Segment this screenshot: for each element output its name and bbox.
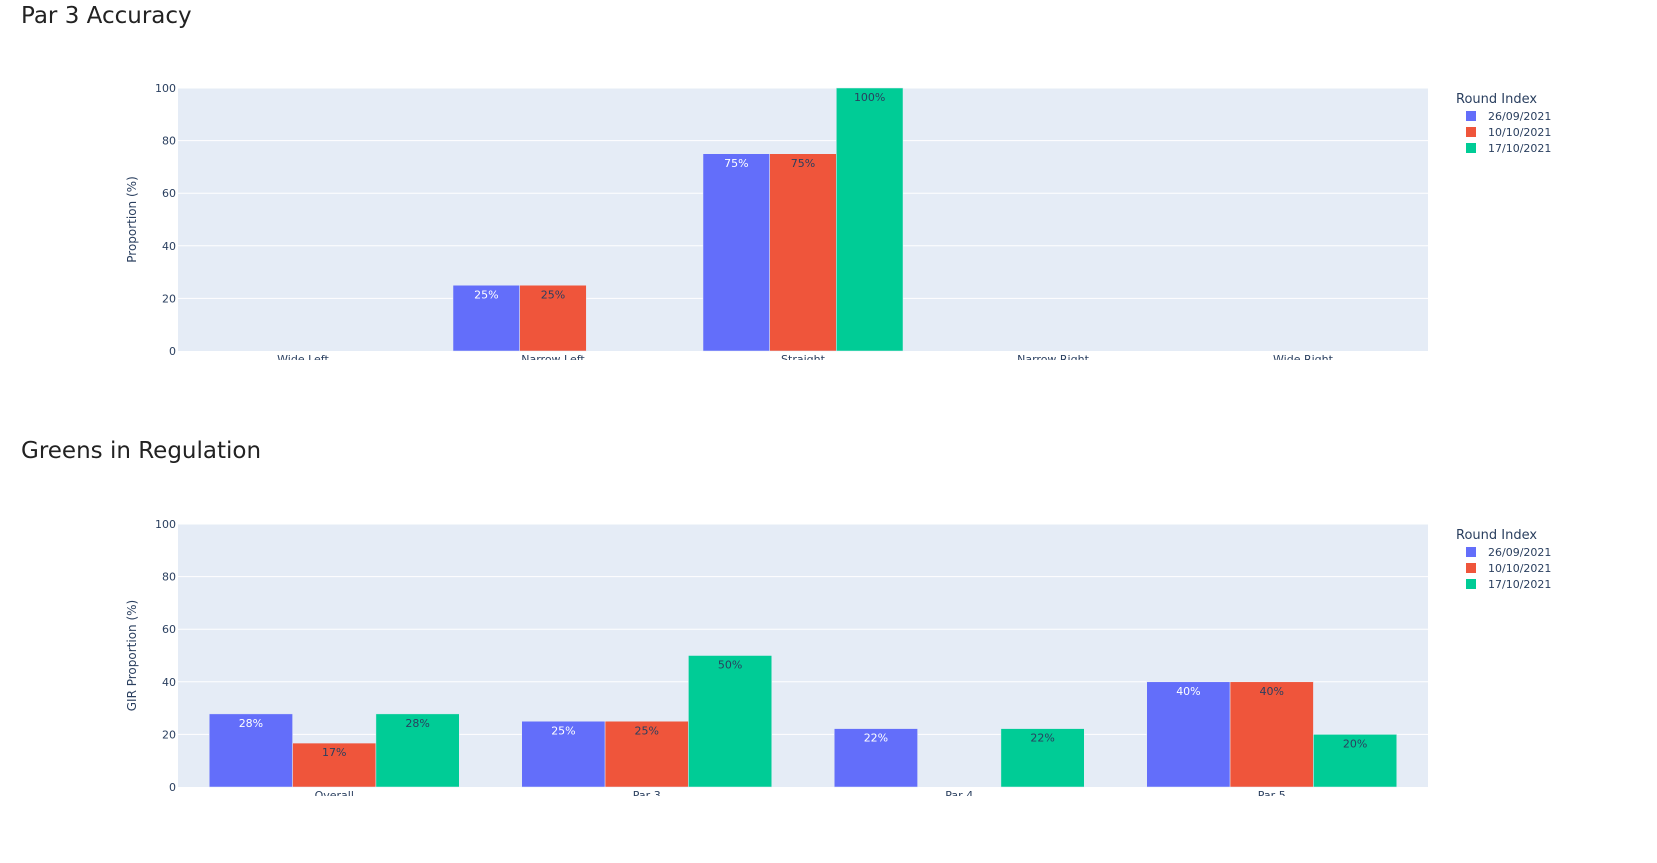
y-tick-label: 0: [169, 345, 176, 358]
bar: [604, 721, 689, 788]
legend-swatch: [1466, 563, 1476, 573]
x-tick-label: Wide Left: [277, 353, 329, 360]
y-tick-label: 40: [162, 240, 176, 253]
bar-data-label: 28%: [405, 717, 429, 730]
bar: [519, 285, 587, 352]
y-tick-label: 0: [169, 781, 176, 794]
par3-accuracy-chart: 0 20 40 60 80 100 Proportion (%) Wide Left Narro…: [125, 82, 1551, 360]
bar: [1313, 734, 1397, 788]
x-tick-label: Straight: [781, 353, 826, 360]
legend-item: 10/10/2021: [1488, 562, 1551, 575]
bar-data-label: 25%: [474, 288, 498, 301]
bar: [834, 728, 918, 788]
y-tick-label: 20: [162, 728, 176, 741]
y-tick-label: 60: [162, 623, 176, 636]
legend-item: 26/09/2021: [1488, 110, 1551, 123]
bar-data-label: 50%: [718, 659, 742, 672]
bar: [1229, 681, 1314, 788]
bar-data-label: 40%: [1176, 685, 1200, 698]
y-tick-label: 60: [162, 187, 176, 200]
bar-data-label: 22%: [864, 732, 888, 745]
legend-item: 26/09/2021: [1488, 546, 1551, 559]
x-tick-label: Par 3: [633, 789, 661, 796]
legend-title: Round Index: [1456, 528, 1537, 543]
bar-data-label: 75%: [724, 157, 748, 170]
bar: [1146, 681, 1231, 788]
y-tick-label: 20: [162, 292, 176, 305]
y-axis-title: Proportion (%): [125, 176, 139, 263]
legend-title: Round Index: [1456, 92, 1537, 107]
x-tick-label: Wide Right: [1273, 353, 1334, 360]
bar: [702, 153, 770, 352]
x-tick-label: Narrow Left: [521, 353, 585, 360]
legend-swatch: [1466, 127, 1476, 137]
bar: [688, 655, 773, 788]
legend-item: 17/10/2021: [1488, 578, 1551, 591]
gir-chart: 0 20 40 60 80 100 GIR Proportion (%) Overall 28%…: [125, 518, 1551, 796]
legend-item: 10/10/2021: [1488, 126, 1551, 139]
bar-data-label: 25%: [551, 724, 575, 737]
chart-title-par3-accuracy: Par 3 Accuracy: [21, 3, 192, 29]
y-tick-label: 100: [155, 82, 176, 95]
chart-title-greens-in-regulation: Greens in Regulation: [21, 438, 262, 464]
bar: [769, 153, 837, 352]
x-tick-label: Par 4: [945, 789, 973, 796]
bar-data-label: 25%: [541, 288, 565, 301]
y-axis-title: GIR Proportion (%): [125, 600, 139, 712]
bar-data-label: 25%: [635, 724, 659, 737]
bar: [836, 87, 904, 352]
bar-data-label: 17%: [322, 746, 346, 759]
bar: [375, 713, 460, 788]
y-tick-label: 100: [155, 518, 176, 531]
x-tick-label: Overall: [315, 789, 354, 796]
bar-data-label: 20%: [1343, 737, 1367, 750]
y-tick-label: 80: [162, 135, 176, 148]
bar-data-label: 28%: [239, 717, 263, 730]
bar-data-label: 40%: [1260, 685, 1284, 698]
legend-swatch: [1466, 111, 1476, 121]
bar: [1000, 728, 1085, 788]
legend-swatch: [1466, 143, 1476, 153]
x-tick-label: Narrow Right: [1017, 353, 1089, 360]
y-tick-label: 40: [162, 676, 176, 689]
x-tick-label: Par 5: [1258, 789, 1286, 796]
bar: [521, 721, 606, 788]
bar: [209, 713, 293, 788]
bar-data-label: 22%: [1030, 732, 1054, 745]
y-tick-label: 80: [162, 571, 176, 584]
legend-swatch: [1466, 547, 1476, 557]
bar: [452, 285, 520, 352]
bar-data-label: 75%: [791, 157, 815, 170]
legend-item: 17/10/2021: [1488, 142, 1551, 155]
bar-data-label: 100%: [854, 91, 885, 104]
bar: [292, 742, 377, 788]
legend-swatch: [1466, 579, 1476, 589]
